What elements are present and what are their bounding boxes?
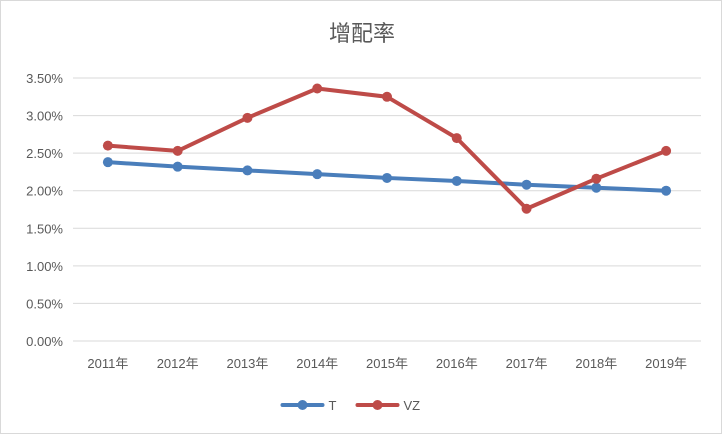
data-point-vz (521, 203, 532, 214)
data-point-t (382, 172, 392, 183)
legend-marker-vz (372, 400, 383, 410)
x-tick-label: 2011年 (87, 356, 128, 371)
data-point-vz (102, 140, 113, 151)
series-lines (102, 83, 672, 214)
legend: T VZ (280, 398, 421, 413)
data-point-t (312, 169, 323, 180)
gridlines (73, 77, 701, 342)
data-point-vz (242, 112, 253, 123)
legend-label-vz: VZ (404, 398, 421, 413)
data-point-vz (382, 91, 392, 102)
x-tick-label: 2013年 (226, 356, 268, 371)
y-tick-label: 0.50% (26, 296, 63, 311)
x-tick-label: 2017年 (506, 356, 548, 371)
data-point-vz (312, 83, 323, 94)
data-point-t (172, 161, 183, 172)
x-axis-ticks: 2011年 2012年 2013年 2014年 2015年 2016年 2017年 2018年… (87, 356, 687, 371)
x-tick-label: 2012年 (157, 356, 199, 371)
data-point-t (451, 175, 462, 186)
x-tick-label: 2018年 (575, 356, 617, 371)
y-tick-label: 0.00% (26, 334, 63, 349)
y-tick-label: 3.00% (26, 109, 63, 124)
y-tick-label: 2.00% (26, 184, 63, 199)
data-point-vz (172, 145, 183, 156)
legend-label-t: T (329, 398, 337, 413)
y-tick-label: 1.50% (26, 221, 63, 236)
y-tick-label: 1.00% (26, 259, 63, 274)
data-point-vz (591, 173, 602, 184)
legend-marker-t (297, 400, 308, 410)
data-point-vz (661, 145, 672, 156)
data-point-t (521, 179, 532, 190)
y-axis-ticks: 0.00% 0.50% 1.00% 1.50% 2.00% 2.50% 3.00% 3.50% (26, 71, 63, 349)
chart-title: 增配率 (329, 22, 395, 47)
x-tick-label: 2015年 (366, 356, 408, 371)
data-point-t (242, 165, 253, 176)
x-tick-label: 2019年 (645, 356, 687, 371)
x-tick-label: 2014年 (296, 356, 338, 371)
data-point-vz (451, 133, 462, 144)
y-tick-label: 2.50% (26, 146, 63, 161)
x-tick-label: 2016年 (436, 356, 478, 371)
y-tick-label: 3.50% (26, 71, 63, 86)
data-point-t (591, 182, 602, 193)
data-point-t (102, 157, 113, 168)
data-point-t (661, 185, 672, 196)
